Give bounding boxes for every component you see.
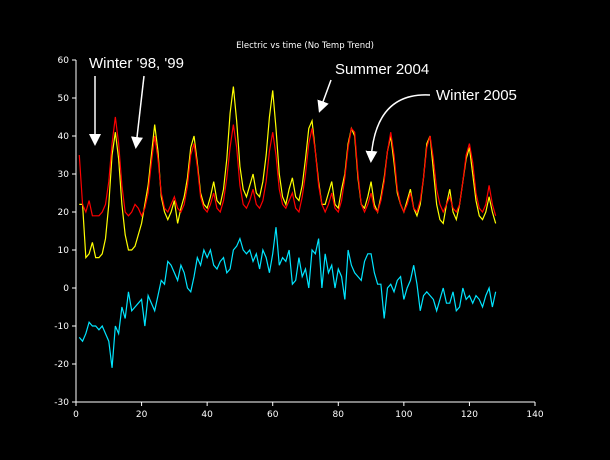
y-tick-label: 10 [58, 246, 70, 256]
y-tick-label: -20 [54, 360, 69, 370]
x-tick-label: 60 [267, 410, 279, 420]
annotation: Winter '98, '99 [89, 55, 184, 72]
x-tick-label: 100 [395, 410, 412, 420]
x-tick-label: 40 [201, 410, 213, 420]
annotation: Summer 2004 [335, 61, 429, 78]
arrows [89, 75, 431, 163]
series-line [78, 227, 497, 368]
x-tick-label: 120 [461, 410, 478, 420]
x-tick-label: 20 [136, 410, 148, 420]
y-tick-label: 30 [58, 170, 70, 180]
x-tick-label: 140 [526, 410, 543, 420]
y-tick-label: 0 [63, 284, 69, 294]
y-tick-label: 50 [58, 94, 70, 104]
arrow [365, 94, 431, 163]
y-tick-label: -10 [54, 322, 69, 332]
series-line [78, 116, 497, 218]
arrow [317, 79, 332, 113]
chart-title: Electric vs time (No Temp Trend) [236, 41, 374, 51]
x-tick-label: 0 [73, 410, 79, 420]
y-tick-label: 60 [58, 56, 70, 66]
y-tick-label: 20 [58, 208, 70, 218]
series-line [79, 86, 497, 260]
annotation: Winter 2005 [436, 87, 517, 104]
y-tick-label: -30 [54, 398, 69, 408]
x-tick-label: 80 [333, 410, 345, 420]
arrow [131, 75, 145, 149]
y-tick-label: 40 [58, 132, 70, 142]
